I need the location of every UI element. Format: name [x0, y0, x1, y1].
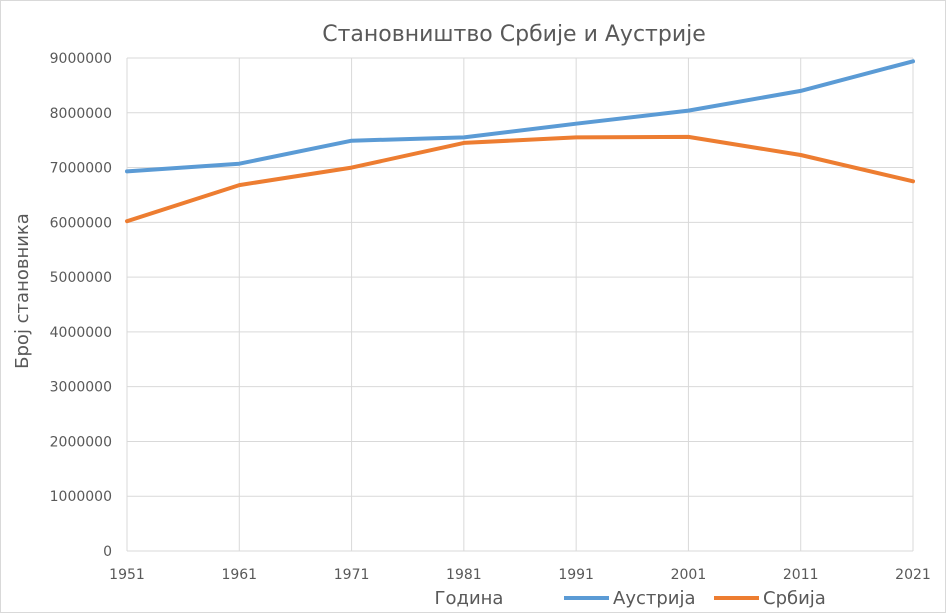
y-tick-label: 8000000: [50, 106, 112, 122]
x-tick-label: 1961: [221, 567, 257, 583]
x-tick-label: 1951: [109, 567, 145, 583]
y-tick-label: 3000000: [50, 380, 112, 396]
y-tick-label: 5000000: [50, 270, 112, 286]
y-tick-label: 0: [103, 544, 112, 560]
x-tick-label: 1991: [558, 567, 594, 583]
legend: Аустрија Србија: [564, 588, 826, 609]
x-axis-title: Година: [435, 588, 504, 609]
y-tick-label: 1000000: [50, 489, 112, 505]
x-tick-label: 1971: [334, 567, 370, 583]
x-tick-label: 2001: [671, 567, 707, 583]
y-tick-label: 6000000: [50, 215, 112, 231]
y-tick-label: 4000000: [50, 325, 112, 341]
series-line-2: [125, 134, 915, 224]
x-tick-label: 1981: [446, 567, 482, 583]
x-tick-label: 2021: [895, 567, 931, 583]
y-tick-label: 9000000: [50, 51, 112, 67]
series-line-1: [125, 59, 915, 174]
legend-label: Аустрија: [613, 588, 696, 609]
series-lines: [125, 59, 915, 224]
chart-title: Становништво Србије и Аустрије: [322, 22, 706, 47]
y-tick-label: 2000000: [50, 434, 112, 450]
y-tick-label: 7000000: [50, 161, 112, 177]
y-axis-title: Број становника: [12, 213, 33, 369]
tick-labels: 0 1000000 2000000 3000000 4000000 5000000 6000…: [50, 51, 931, 583]
legend-label: Србија: [763, 588, 826, 609]
x-tick-label: 2011: [783, 567, 819, 583]
